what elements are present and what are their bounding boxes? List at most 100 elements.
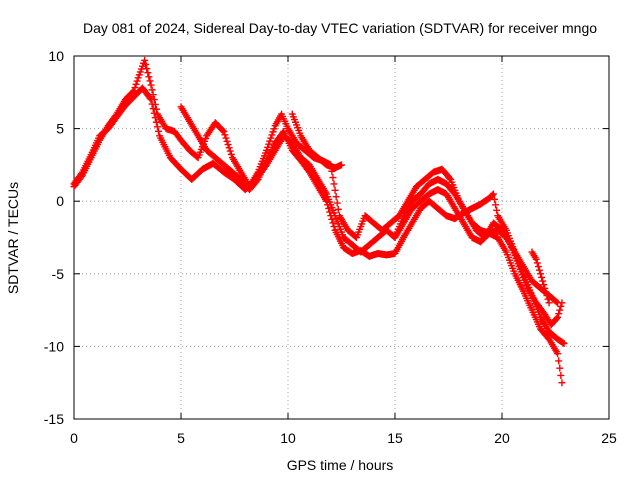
data-point [223, 137, 231, 145]
data-point [150, 109, 158, 117]
data-point [224, 141, 232, 149]
data-point [133, 77, 141, 85]
data-point [141, 56, 149, 64]
data-point [146, 77, 154, 85]
data-point [330, 223, 338, 231]
data-point [153, 123, 161, 131]
data-point [555, 310, 563, 318]
data-point [147, 81, 155, 89]
plot-frame [73, 55, 610, 420]
data-point [329, 219, 337, 227]
data-point [533, 259, 541, 267]
x-tick-label: 10 [280, 430, 296, 446]
data-point [557, 302, 565, 310]
y-tick-label: 10 [48, 48, 64, 64]
data-point [270, 125, 278, 133]
data-point [227, 150, 235, 158]
series-track-f [528, 248, 553, 307]
data-point [537, 270, 545, 278]
data-point [152, 118, 160, 126]
data-point [146, 94, 154, 102]
data-point [539, 277, 547, 285]
data-point [323, 197, 331, 205]
data-point [324, 201, 332, 209]
data-point [534, 263, 542, 271]
data-point [489, 190, 497, 198]
y-tick-label: -5 [52, 266, 65, 282]
data-point [221, 131, 229, 139]
data-point [145, 73, 153, 81]
data-point [556, 306, 564, 314]
series-track-a [70, 56, 566, 329]
data-point [334, 205, 342, 213]
data-point [142, 60, 150, 68]
data-point [267, 134, 275, 142]
data-point [555, 357, 563, 365]
data-point [554, 299, 562, 307]
data-point [492, 201, 500, 209]
y-tick-label: 5 [56, 121, 64, 137]
data-point [265, 140, 273, 148]
x-axis-label: GPS time / hours [287, 457, 394, 473]
data-point [543, 292, 551, 300]
data-point [325, 204, 333, 212]
data-point [535, 266, 543, 274]
data-point [554, 350, 562, 358]
grid [74, 56, 609, 419]
data-point [266, 137, 274, 145]
data-point [143, 65, 151, 73]
data-point [327, 212, 335, 220]
data-point [332, 193, 340, 201]
x-tick-label: 5 [177, 430, 185, 446]
data-point [263, 146, 271, 154]
data-point [149, 105, 157, 113]
data-point [553, 315, 561, 323]
data-point [556, 364, 564, 372]
data-point [540, 281, 548, 289]
x-tick-label: 15 [387, 430, 403, 446]
data-point [148, 86, 156, 94]
data-point [544, 295, 552, 303]
data-point [538, 273, 546, 281]
data-point [329, 174, 337, 182]
axis-ticks: 0 5 10 15 20 25 -15 -10 -5 0 5 10 [44, 48, 617, 446]
data-point [147, 96, 155, 104]
data-point [328, 215, 336, 223]
x-tick-label: 20 [494, 430, 510, 446]
data-point [225, 144, 233, 152]
series-track-d [288, 110, 345, 172]
data-point [222, 134, 230, 142]
data-point [446, 174, 454, 182]
data-point [493, 206, 501, 214]
data-point [326, 208, 334, 216]
series-track-c [177, 103, 568, 347]
data-point [269, 128, 277, 136]
data-point [331, 186, 339, 194]
data-point [559, 339, 567, 347]
y-axis-label: SDTVAR / TECUs [5, 182, 21, 294]
x-tick-label: 0 [70, 430, 78, 446]
data-point [220, 128, 228, 136]
data-point [330, 180, 338, 188]
data-point [560, 339, 568, 347]
y-tick-label: 0 [56, 193, 64, 209]
data-point [488, 191, 496, 199]
data-point [226, 147, 234, 155]
data-point [491, 195, 499, 203]
data-point [144, 69, 152, 77]
data-point [77, 170, 85, 178]
data-point [132, 80, 140, 88]
chart-title: Day 081 of 2024, Sidereal Day-to-day VTE… [83, 20, 597, 36]
data-point [553, 298, 561, 306]
data-point [268, 131, 276, 139]
data-point [219, 126, 227, 134]
data-point [542, 288, 550, 296]
data-point [541, 284, 549, 292]
y-tick-label: -10 [44, 338, 64, 354]
data-point [554, 313, 562, 321]
x-tick-label: 25 [601, 430, 617, 446]
data-point [558, 379, 566, 387]
data-point [545, 299, 553, 307]
data-layer [70, 56, 568, 387]
